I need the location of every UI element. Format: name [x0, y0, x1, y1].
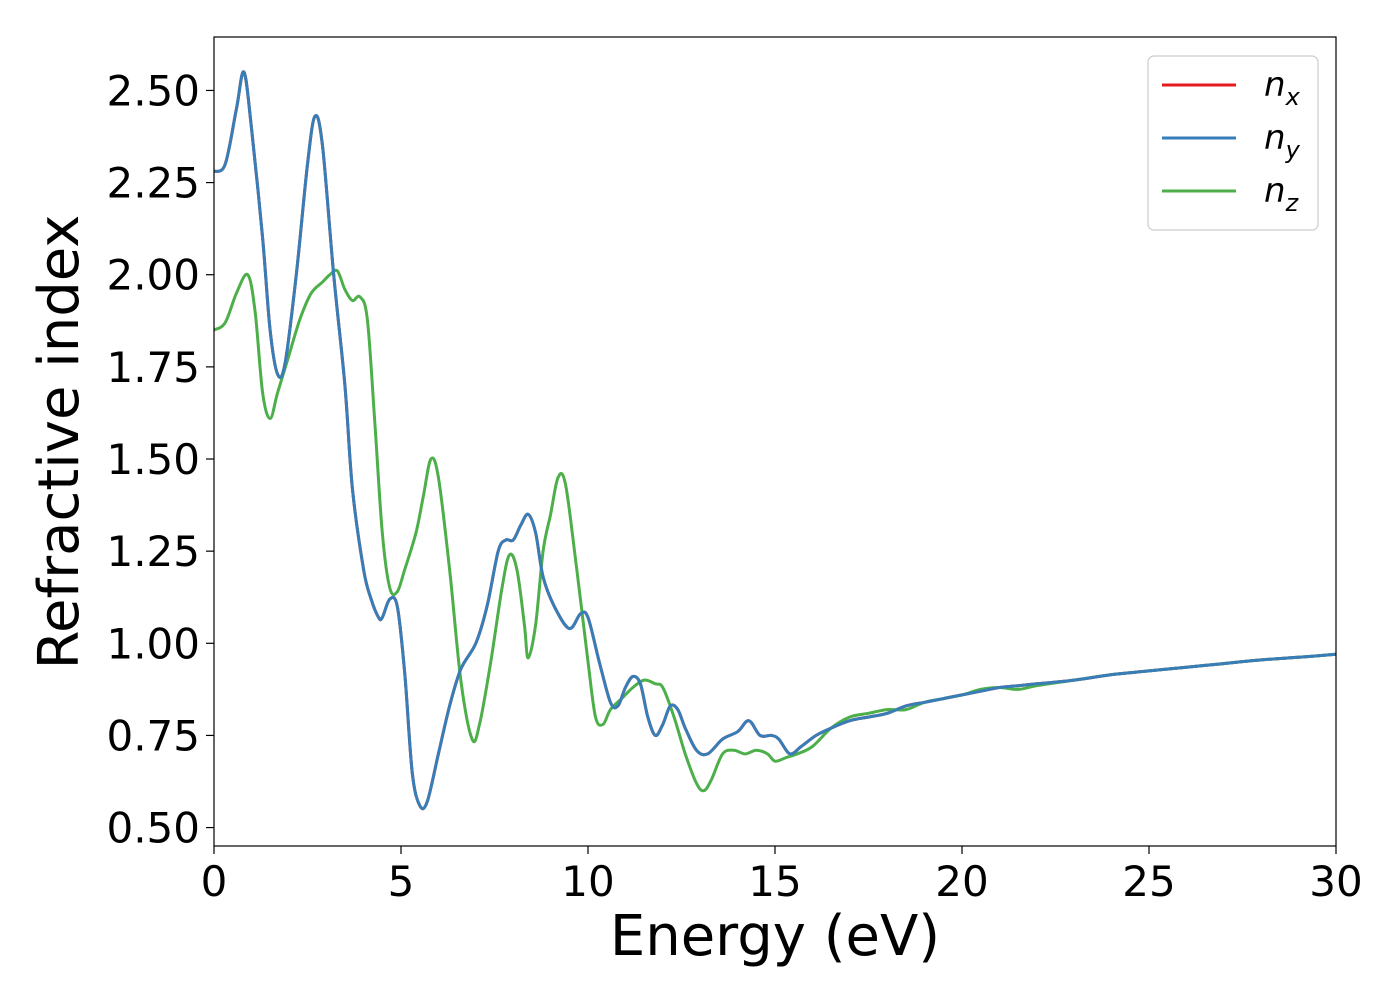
y-tick-label: 1.75 [106, 343, 200, 392]
y-axis: 0.50 0.75 1.00 1.25 1.50 1.75 2.00 2.25 2.50 [106, 66, 214, 853]
x-axis-label: Energy (eV) [610, 904, 940, 969]
x-tick-label: 15 [748, 857, 801, 906]
y-tick-label: 0.50 [106, 804, 200, 853]
x-tick-label: 25 [1122, 857, 1175, 906]
y-tick-label: 2.00 [106, 251, 200, 300]
y-tick-label: 1.00 [106, 619, 200, 668]
x-tick-label: 20 [935, 857, 988, 906]
x-tick-label: 0 [201, 857, 228, 906]
y-tick-label: 0.75 [106, 711, 200, 760]
series-line-ny [214, 70, 1336, 811]
x-tick-label: 10 [561, 857, 614, 906]
legend-frame [1147, 55, 1319, 231]
x-axis: 0 5 10 15 20 25 30 [201, 846, 1363, 906]
series-lines [214, 70, 1336, 811]
y-tick-label: 2.50 [106, 66, 200, 115]
x-tick-label: 5 [388, 857, 415, 906]
y-tick-label: 1.50 [106, 435, 200, 484]
y-tick-label: 2.25 [106, 159, 200, 208]
y-tick-label: 1.25 [106, 527, 200, 576]
series-line-nz [214, 268, 1336, 793]
y-axis-label: Refractive index [27, 215, 92, 670]
x-tick-label: 30 [1309, 857, 1362, 906]
